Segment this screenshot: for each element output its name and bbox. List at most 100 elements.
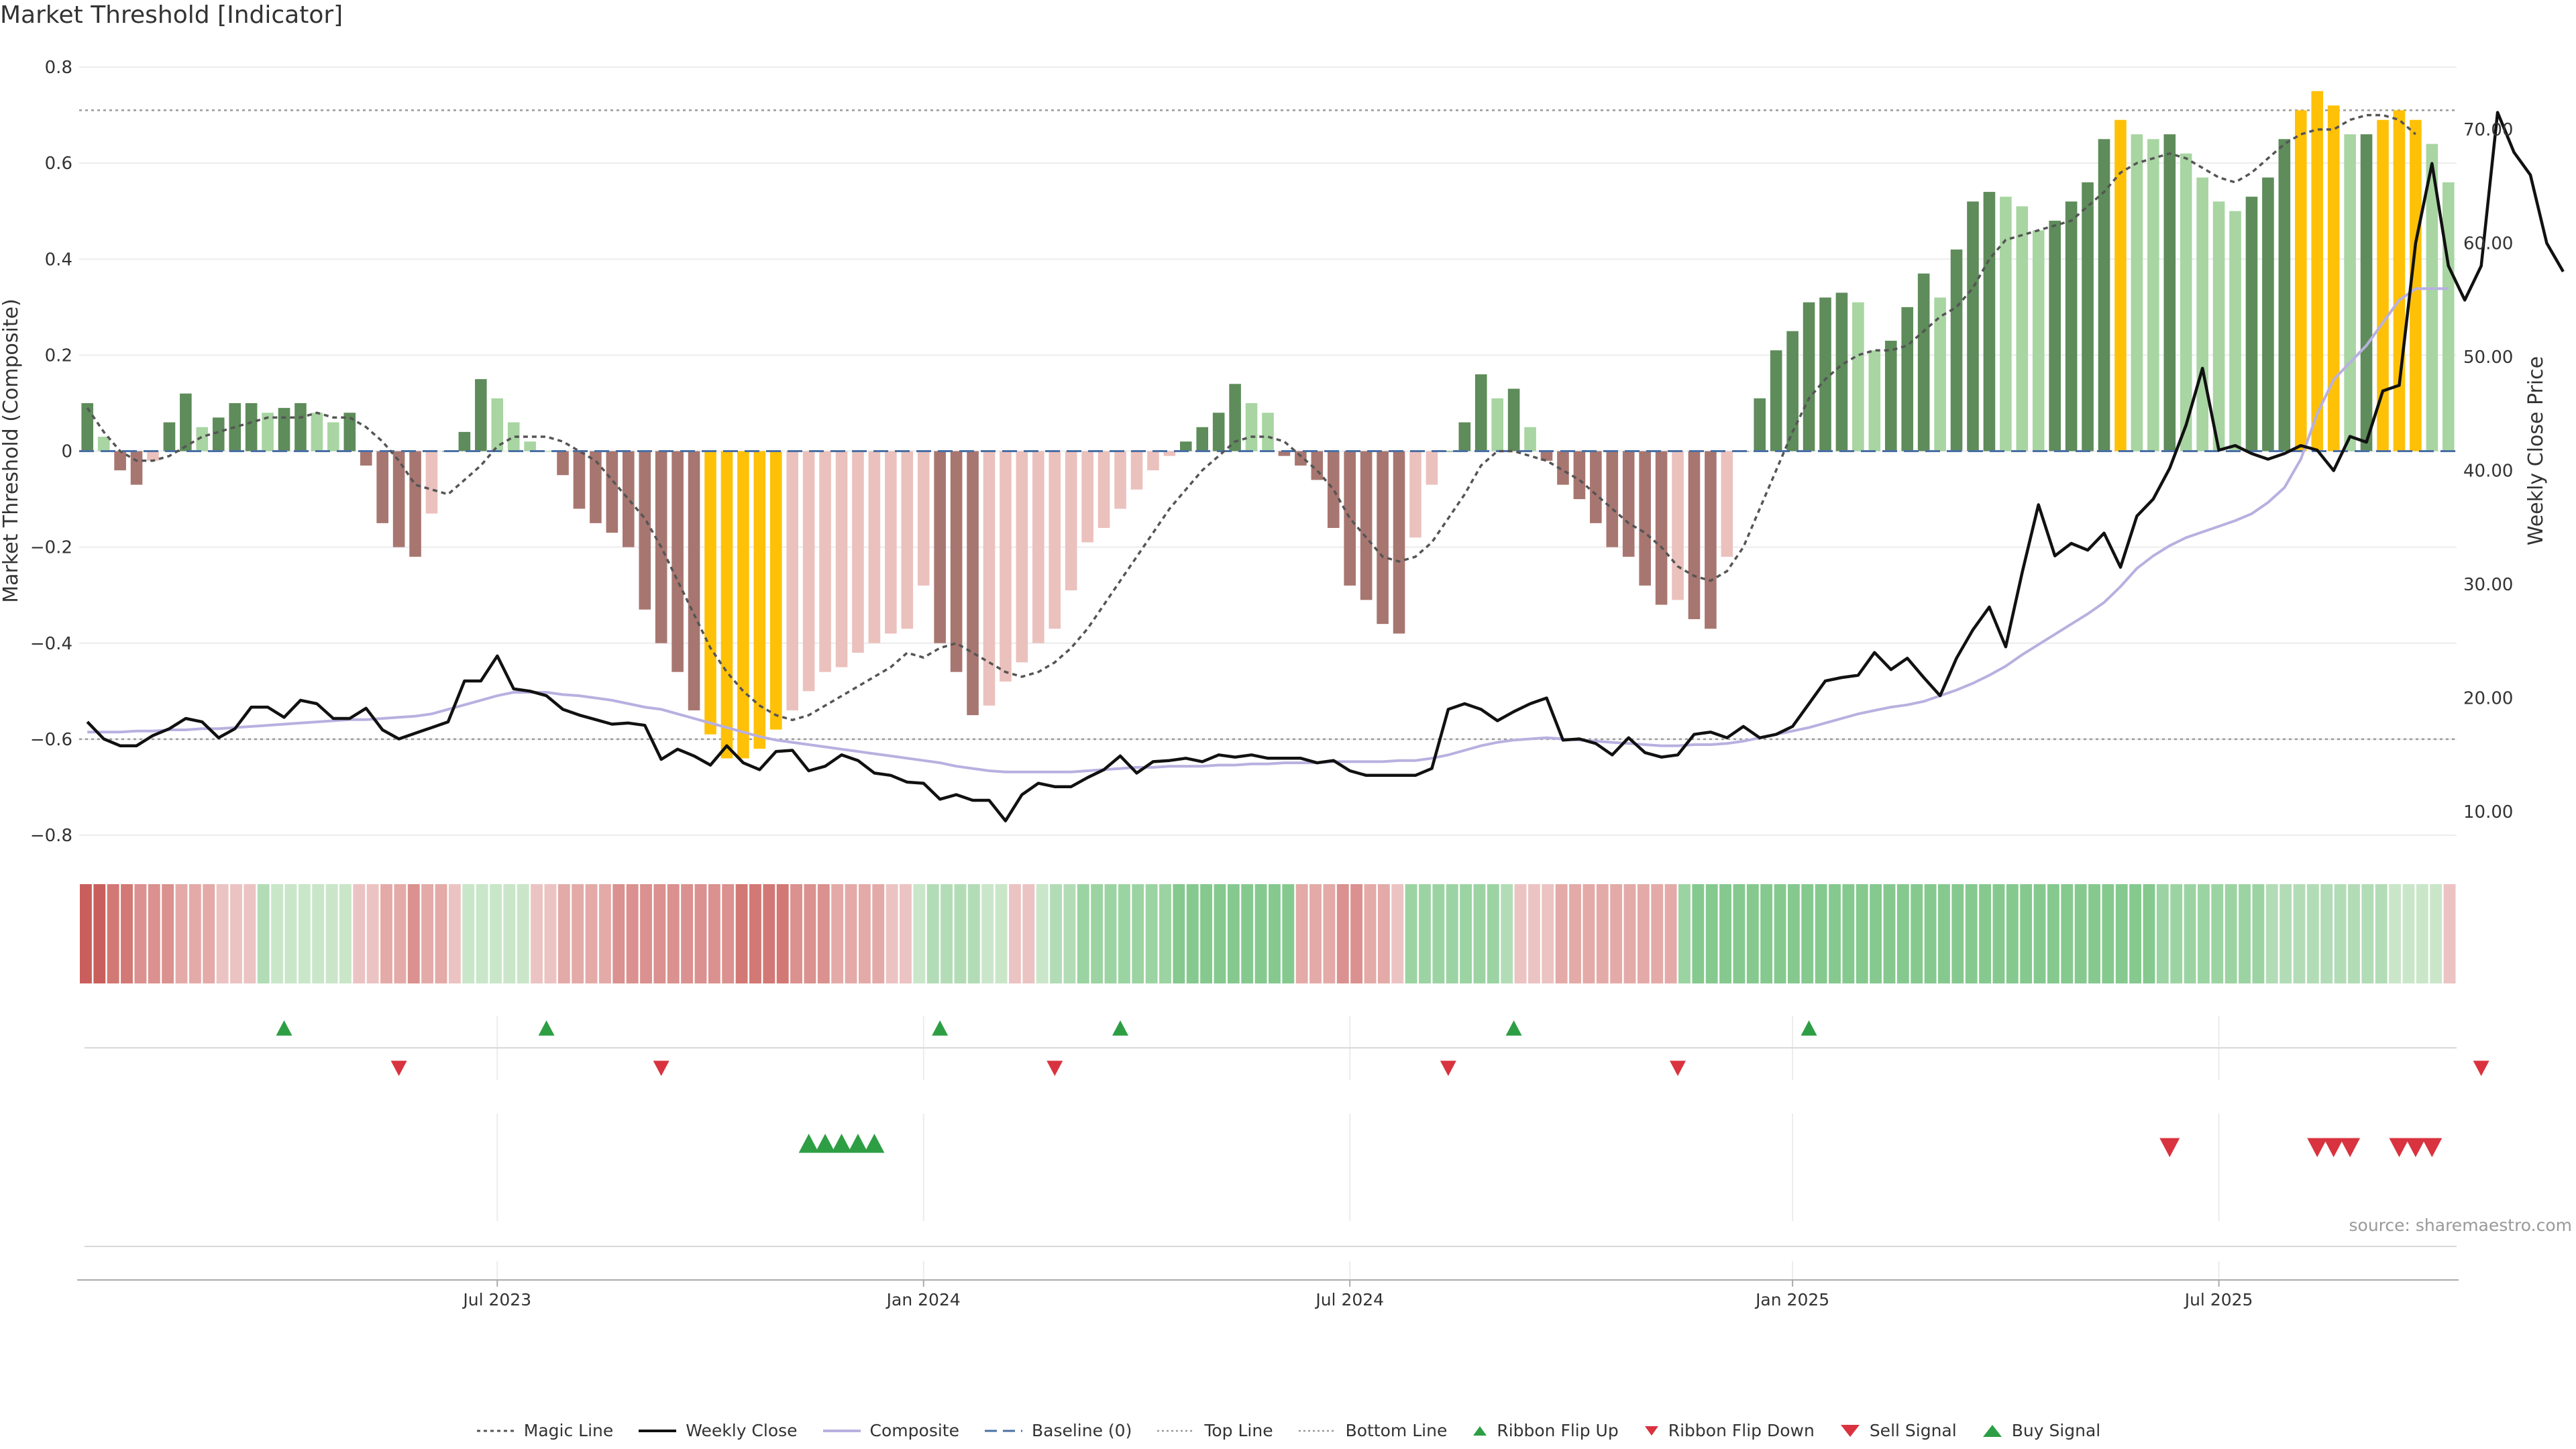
composite-bar (1196, 427, 1209, 451)
ribbon-cell (1063, 884, 1076, 983)
magic-line (86, 113, 2417, 722)
legend-item-composite: Composite (822, 1421, 959, 1440)
ribbon-cell (271, 884, 284, 983)
ribbon-cell (531, 884, 543, 983)
ribbon-cell (1678, 884, 1690, 983)
ribbon-cell (981, 884, 994, 983)
ribbon-flip-down-marker (1440, 1061, 1456, 1076)
composite-bar (802, 451, 815, 692)
ribbon-cell (804, 884, 816, 983)
composite-bar (2295, 110, 2307, 451)
composite-bar (311, 413, 323, 451)
ribbon-cell (2020, 884, 2033, 983)
x-tick-label: Jul 2023 (462, 1290, 531, 1309)
ribbon-cell (1473, 884, 1486, 983)
ribbon-cell (1787, 884, 1800, 983)
composite-bar (212, 417, 225, 451)
ribbon-cell (1801, 884, 1814, 983)
ribbon-cell (1350, 884, 1363, 983)
ribbon-cell (2088, 884, 2100, 983)
ribbon-flip-down-marker (653, 1061, 669, 1076)
ribbon-cell (1705, 884, 1718, 983)
ribbon-cell (284, 884, 297, 983)
ribbon-cell (667, 884, 680, 983)
ribbon-cell (1924, 884, 1937, 983)
ribbon-cell (1460, 884, 1472, 983)
composite-bar (2114, 119, 2127, 451)
ribbon-cell (2047, 884, 2059, 983)
ribbon-cell (694, 884, 707, 983)
ribbon-cell (1582, 884, 1595, 983)
legend: Magic Line Weekly Close Composite Baseli… (0, 1421, 2576, 1440)
composite-bar (81, 402, 94, 451)
composite-bar (1852, 302, 1864, 451)
composite-line (87, 287, 2449, 773)
ribbon-cell (1719, 884, 1732, 983)
ribbon-cell (926, 884, 939, 983)
composite-bar (1474, 374, 1487, 451)
composite-bar (639, 451, 651, 610)
composite-bar (983, 451, 996, 706)
composite-bar (2180, 153, 2192, 451)
ribbon-cell (1651, 884, 1664, 983)
composite-bar (1967, 201, 1979, 451)
composite-bar (1983, 192, 1996, 451)
ribbon-cell (913, 884, 926, 983)
ribbon-cell (831, 884, 844, 983)
ribbon-cell (1159, 884, 1171, 983)
composite-bar (524, 441, 536, 451)
ribbon-cell (557, 884, 570, 983)
composite-bar (1950, 249, 1963, 451)
composite-bar (97, 437, 110, 451)
ribbon-cell (817, 884, 830, 983)
buy-signal-marker (798, 1134, 819, 1153)
ribbon-cell (490, 884, 502, 983)
y-tick-label: −0.4 (30, 634, 72, 654)
x-tick-label: Jul 2025 (2184, 1290, 2253, 1309)
composite-bar (1754, 398, 1766, 451)
ribbon-cell (1487, 884, 1499, 983)
sell-signal-marker (2340, 1138, 2361, 1157)
composite-bar (2344, 134, 2356, 451)
ribbon-cell (2416, 884, 2428, 983)
composite-bar (2426, 144, 2438, 451)
ribbon-cell (1637, 884, 1650, 983)
ribbon-cell (612, 884, 625, 983)
composite-bar (934, 451, 946, 643)
ribbon-cell (93, 884, 106, 983)
composite-bars (81, 91, 2455, 759)
ribbon-cell (1022, 884, 1035, 983)
series-lines (79, 111, 2565, 822)
ribbon-cell (148, 884, 160, 983)
composite-bar (1540, 451, 1553, 461)
y2-axis-label: Weekly Close Price (2524, 356, 2548, 545)
ribbon-cell (749, 884, 761, 983)
composite-bar (1573, 451, 1586, 500)
ribbon-cell (80, 884, 92, 983)
ribbon-cell (1364, 884, 1377, 983)
composite-bar (1032, 451, 1044, 643)
composite-bar (507, 422, 520, 451)
ribbon-cell (2348, 884, 2360, 983)
composite-bar (1179, 441, 1192, 451)
ribbon-cell (2375, 884, 2387, 983)
composite-bar (458, 431, 471, 451)
composite-bar (573, 451, 586, 509)
legend-swatch-weekly-close-icon (639, 1429, 677, 1432)
ribbon-cell (2184, 884, 2196, 983)
composite-bar (622, 451, 635, 547)
composite-bar (1507, 388, 1520, 451)
composite-bar (1590, 451, 1602, 523)
ribbon-cell (1870, 884, 1882, 983)
ribbon-cell (2320, 884, 2333, 983)
legend-item-weekly-close: Weekly Close (637, 1421, 798, 1440)
composite-bar (1000, 451, 1012, 682)
ribbon-cell (776, 884, 789, 983)
composite-bar (1491, 398, 1503, 451)
y2-tick-label: 60.00 (2463, 234, 2513, 254)
legend-label: Magic Line (523, 1421, 614, 1440)
ribbon-cell (1815, 884, 1827, 983)
composite-bar (360, 451, 372, 466)
ribbon-cell (2443, 884, 2456, 983)
ribbon-cell (1760, 884, 1773, 983)
